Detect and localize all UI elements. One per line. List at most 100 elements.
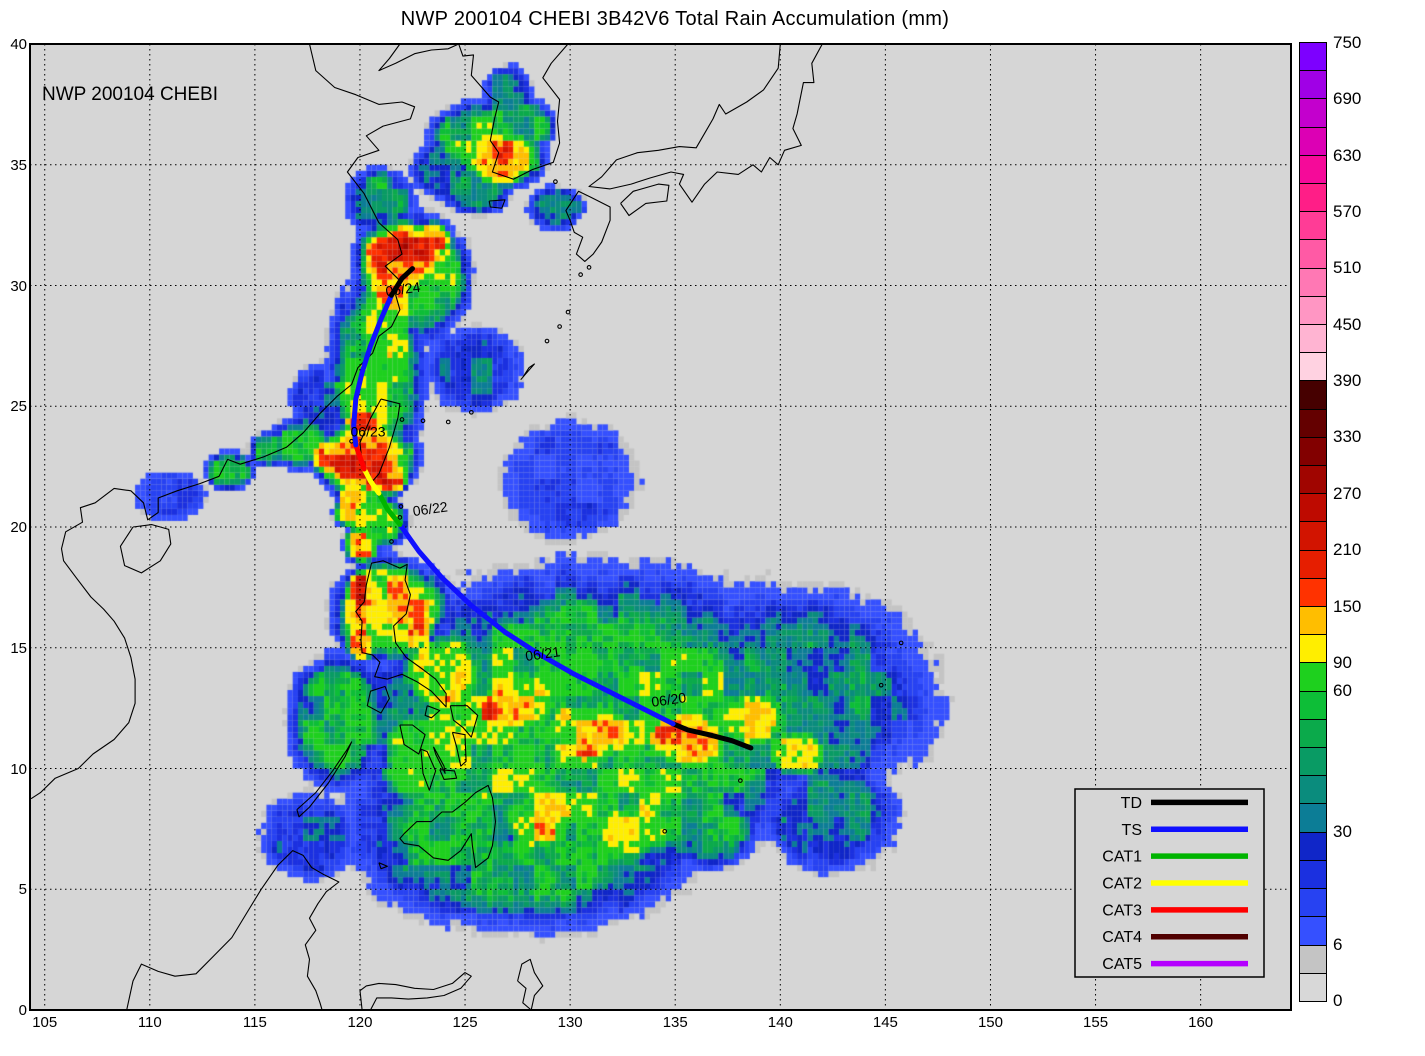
- legend-label: CAT1: [1102, 849, 1142, 866]
- colorbar-segment: [1300, 154, 1326, 184]
- x-axis-tick-label: 125: [452, 1014, 478, 1031]
- x-axis-tick-label: 120: [347, 1014, 373, 1031]
- legend-row: CAT4: [1102, 929, 1248, 946]
- y-axis-tick-label: 40: [10, 36, 27, 53]
- colorbar-segment: [1300, 775, 1326, 804]
- coastline: [359, 972, 472, 1011]
- island-dot: [553, 179, 558, 185]
- coastline: [378, 43, 459, 72]
- island-dot: [399, 417, 405, 422]
- colorbar-tick-label: 690: [1333, 89, 1362, 109]
- legend-row: CAT1: [1102, 849, 1248, 866]
- chart-title: NWP 200104 CHEBI 3B42V6 Total Rain Accum…: [400, 8, 950, 30]
- colorbar-tick-label: 570: [1333, 202, 1362, 222]
- colorbar-segment: [1300, 380, 1326, 409]
- plot-border: [29, 43, 1292, 1011]
- colorbar-segment: [1300, 211, 1326, 240]
- coastline: [488, 199, 506, 209]
- y-axis-tick-label: 15: [10, 639, 27, 657]
- legend-label: TD: [1121, 795, 1142, 812]
- coastline: [378, 862, 388, 870]
- island-dot: [565, 309, 571, 315]
- track-segment-CAT2: [361, 466, 382, 496]
- coastline: [451, 731, 467, 767]
- coastline: [359, 398, 401, 482]
- island-dot: [578, 272, 583, 277]
- colorbar-segment: [1300, 634, 1326, 663]
- x-axis-tick-label: 155: [1083, 1014, 1109, 1031]
- legend-label: CAT5: [1102, 956, 1142, 973]
- colorbar-tick-label: 210: [1333, 540, 1362, 560]
- legend-row: TD: [1121, 795, 1248, 812]
- coastline: [432, 746, 446, 774]
- colorbar-segment: [1300, 239, 1326, 268]
- colorbar-segment: [1300, 747, 1326, 776]
- colorbar-segment: [1300, 944, 1326, 973]
- colorbar-segment: [1300, 98, 1326, 127]
- legend: TD TS CAT1 CAT2 CAT3 CAT4 CAT5: [1074, 788, 1265, 978]
- track-segment-TD: [670, 721, 754, 751]
- colorbar-segment: [1300, 888, 1326, 917]
- coastline: [449, 705, 479, 738]
- track-segment-TS: [397, 522, 676, 727]
- island-dot: [586, 265, 592, 270]
- x-axis-tick-label: 140: [767, 1014, 793, 1031]
- colorbar-segment: [1300, 972, 1326, 1001]
- island-dot: [738, 778, 743, 783]
- legend-row: TS: [1122, 822, 1248, 839]
- colorbar-tick-label: 90: [1333, 652, 1352, 672]
- coastline: [424, 705, 441, 719]
- colorbar-tick-label: 510: [1333, 258, 1362, 278]
- island-dot: [389, 539, 394, 544]
- y-axis-tick-label: 0: [18, 1002, 27, 1019]
- track-date-label: 06/20: [650, 689, 687, 710]
- coastline: [520, 363, 535, 381]
- legend-label: CAT2: [1102, 876, 1142, 893]
- x-axis-tick-label: 150: [977, 1014, 1003, 1031]
- island-dot: [662, 828, 668, 834]
- colorbar-segment: [1300, 606, 1326, 635]
- y-axis-tick-label: 35: [10, 156, 27, 174]
- track-date-label: 06/24: [384, 279, 421, 300]
- colorbar-segment: [1300, 324, 1326, 353]
- colorbar-tick-label: 60: [1333, 681, 1352, 701]
- colorbar-segment: [1300, 295, 1326, 325]
- coastline: [439, 769, 458, 780]
- x-axis-tick-label: 160: [1188, 1014, 1214, 1031]
- coastline: [366, 685, 390, 714]
- colorbar-tick-label: 450: [1333, 314, 1362, 334]
- island-dot: [469, 409, 474, 415]
- island-dot: [898, 640, 904, 646]
- legend-row: CAT5: [1102, 956, 1248, 973]
- coastline: [517, 958, 544, 1011]
- coastline: [355, 560, 447, 708]
- x-axis-tick-label: 110: [137, 1014, 162, 1031]
- coastline: [399, 784, 497, 869]
- island-dot: [445, 419, 451, 425]
- colorbar-tick-label: 270: [1333, 483, 1362, 503]
- island-dot: [557, 324, 562, 329]
- storm-track: [351, 266, 754, 751]
- coastline: [119, 524, 172, 574]
- coastline: [126, 850, 340, 1011]
- x-axis-tick-label: 130: [557, 1014, 583, 1031]
- y-axis-tick-label: 10: [10, 760, 27, 778]
- colorbar-segment: [1300, 577, 1326, 607]
- coastline: [565, 190, 611, 262]
- colorbar-segment: [1300, 718, 1326, 748]
- colorbar-segment: [1300, 493, 1326, 522]
- track-segment-TD: [389, 266, 415, 298]
- legend-row: CAT3: [1102, 902, 1248, 919]
- colorbar-segment: [1300, 549, 1326, 578]
- y-axis-tick-label: 25: [10, 398, 27, 416]
- island-dot: [420, 418, 426, 424]
- colorbar-segment: [1300, 43, 1326, 71]
- coastline: [588, 43, 823, 203]
- island-dot: [878, 682, 884, 688]
- colorbar-segment: [1300, 859, 1326, 889]
- y-axis-tick-label: 5: [18, 881, 27, 899]
- colorbar-segment: [1300, 690, 1326, 719]
- legend-label: CAT3: [1102, 902, 1142, 919]
- coastline: [30, 43, 416, 800]
